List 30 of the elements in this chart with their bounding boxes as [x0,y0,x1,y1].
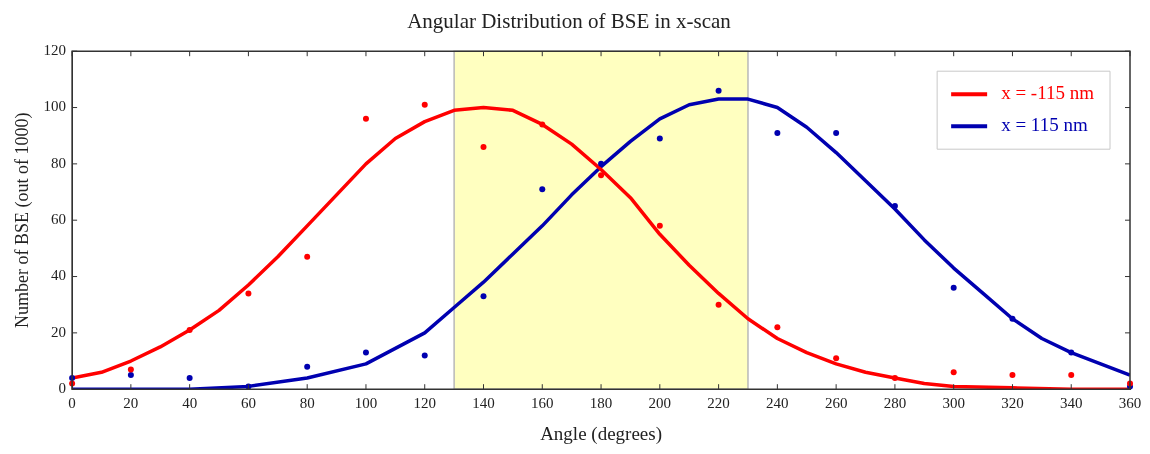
x-tick-label: 100 [354,395,378,412]
x-tick-label: 120 [413,395,436,412]
x-tick-label: 180 [589,395,613,412]
x-tick-label: 260 [824,395,848,412]
y-tick-label: 0 [58,380,67,397]
x-tick-label: 300 [942,395,965,412]
x-tick-label: 160 [531,395,554,412]
legend-label: x = -115 nm [1001,82,1095,104]
x-tick-label: 240 [766,395,789,412]
x-tick-label: 60 [240,395,256,412]
x-tick-label: 200 [648,395,672,412]
y-axis-title: Number of BSE (out of 1000) [11,112,33,328]
chart-title: Angular Distribution of BSE in x-scan [407,9,732,34]
x-tick-label: 340 [1059,395,1083,412]
y-tick-label: 120 [43,42,67,59]
y-tick-label: 20 [51,323,67,340]
y-tick-label: 100 [43,98,67,115]
x-tick-label: 140 [472,395,495,412]
x-tick-label: 80 [299,395,315,412]
y-tick-label: 40 [51,267,67,284]
x-tick-label: 220 [707,395,730,412]
x-tick-label: 280 [883,395,907,412]
x-tick-label: 20 [123,395,139,412]
x-tick-label: 40 [182,395,198,412]
y-tick-label: 60 [51,211,67,228]
x-axis-title: Angle (degrees) [540,422,662,445]
x-tick-label: 360 [1118,395,1142,412]
legend-label: x = 115 nm [1001,114,1088,136]
y-tick-label: 80 [51,154,67,171]
x-tick-label: 320 [1001,395,1024,412]
